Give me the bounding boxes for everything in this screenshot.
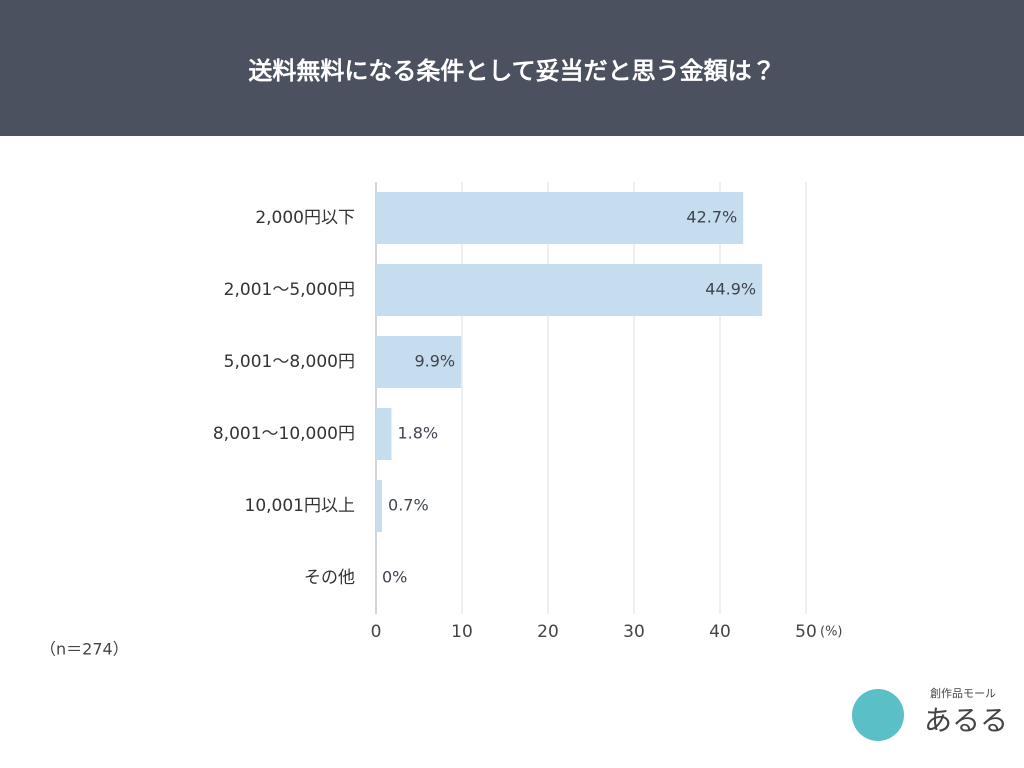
bar xyxy=(376,192,744,244)
chart-title: 送料無料になる条件として妥当だと思う金額は？ xyxy=(248,57,775,85)
bar xyxy=(376,264,763,316)
y-tick-label: 10,001円以上 xyxy=(245,496,355,516)
header-band xyxy=(0,0,1024,136)
bar xyxy=(376,408,392,460)
logo-tagline: 創作品モール xyxy=(930,687,996,700)
logo: 創作品モール あるる xyxy=(852,687,1008,741)
note: （n＝274） xyxy=(40,640,129,659)
y-tick-label: 2,001～5,000円 xyxy=(224,280,355,300)
x-tick-label: 50 xyxy=(795,622,817,642)
x-tick-label: 10 xyxy=(451,622,473,642)
y-tick-label: その他 xyxy=(304,568,355,588)
x-tick-label: 40 xyxy=(709,622,731,642)
y-tick-label: 8,001～10,000円 xyxy=(213,424,355,444)
value-label: 0% xyxy=(382,568,407,587)
bar xyxy=(376,480,383,532)
x-tick-label: 20 xyxy=(537,622,559,642)
value-label: 9.9% xyxy=(414,352,455,371)
logo-name: あるる xyxy=(924,704,1008,737)
value-label: 1.8% xyxy=(397,424,438,443)
x-tick-label: 0 xyxy=(371,622,382,642)
value-label: 44.9% xyxy=(705,280,756,299)
value-label: 42.7% xyxy=(686,208,737,227)
logo-badge xyxy=(852,689,904,741)
y-tick-label: 2,000円以下 xyxy=(255,208,355,228)
bar xyxy=(376,336,462,388)
x-axis-unit: (%) xyxy=(820,625,843,640)
y-tick-label: 5,001～8,000円 xyxy=(224,352,355,372)
x-tick-label: 30 xyxy=(623,622,645,642)
value-label: 0.7% xyxy=(388,496,429,515)
